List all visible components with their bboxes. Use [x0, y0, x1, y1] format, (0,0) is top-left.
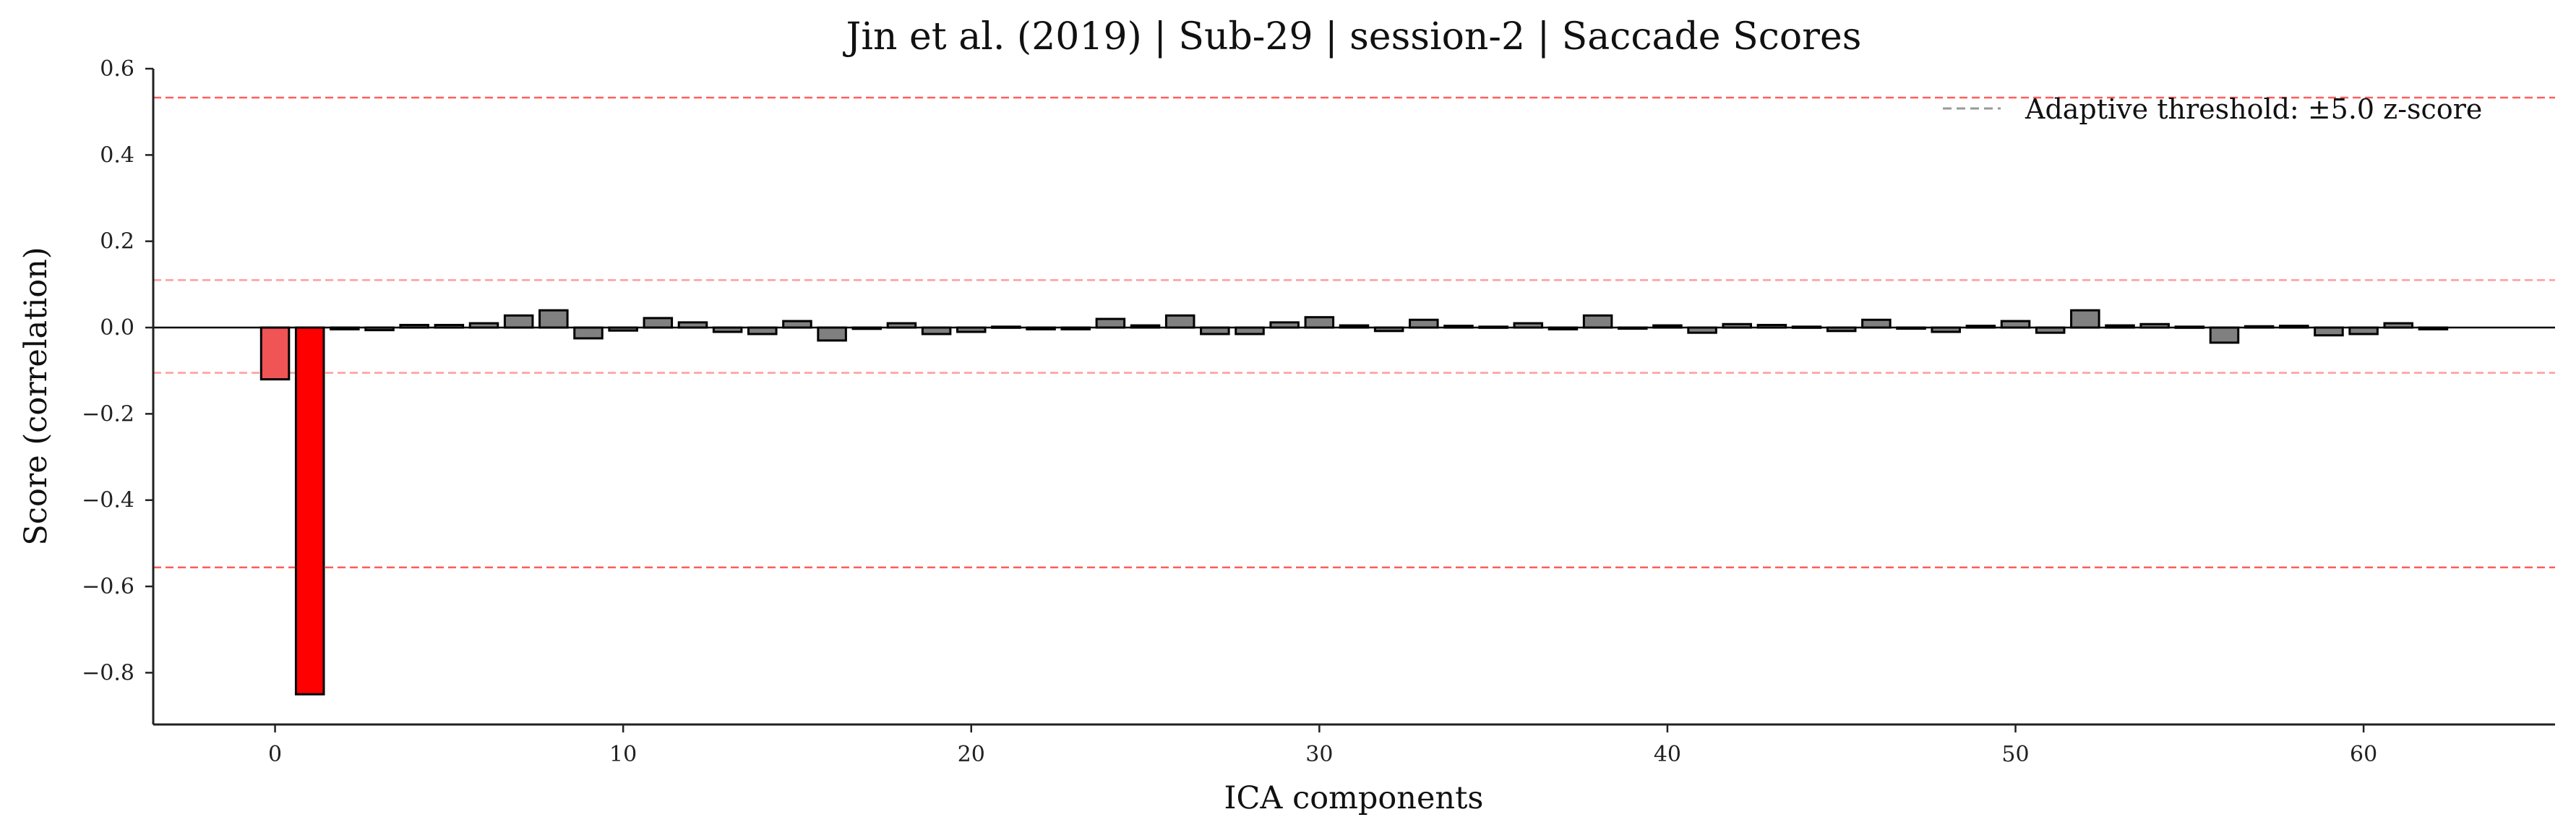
x-ticks: 0 10 20 30 40 50 60: [268, 724, 2377, 767]
bar-component-1: [294, 326, 325, 696]
bar-component-26: [1164, 314, 1195, 329]
bar-component-8: [538, 309, 569, 329]
x-tick-label-50: 50: [2001, 742, 2029, 767]
y-tick-label-4: 0.0: [100, 315, 134, 341]
bar-component-11: [643, 317, 674, 329]
bar-component-46: [1861, 318, 1892, 329]
bar-component-30: [1304, 316, 1335, 329]
bar-component-28: [1235, 326, 1265, 335]
bar-component-7: [503, 314, 534, 329]
bar-component-33: [1409, 318, 1439, 329]
x-tick-label-0: 0: [268, 742, 282, 767]
bar-component-38: [1582, 314, 1613, 329]
y-tick-label-7: 0.6: [100, 56, 134, 82]
bar-component-0: [259, 326, 291, 381]
legend-label: Adaptive threshold: ±5.0 z-score: [2025, 93, 2482, 125]
x-tick-label-10: 10: [609, 742, 637, 767]
y-tick-label-3: −0.2: [82, 401, 134, 427]
x-tick-label-30: 30: [1305, 742, 1333, 767]
y-tick-label-1: −0.6: [82, 574, 134, 599]
y-tick-label-5: 0.2: [100, 229, 134, 255]
x-axis-title: ICA components: [1224, 780, 1484, 816]
axes: [152, 69, 2555, 726]
y-tick-label-2: −0.4: [82, 488, 134, 513]
y-axis-title: Score (correlation): [18, 247, 54, 545]
bar-component-24: [1095, 317, 1126, 329]
threshold-lines: [153, 96, 2555, 569]
chart-title: Jin et al. (2019) | Sub-29 | session-2 |…: [843, 15, 1862, 59]
bars: [259, 309, 2449, 696]
bar-component-50: [2000, 320, 2031, 329]
bar-component-60: [2348, 326, 2379, 335]
x-tick-label-40: 40: [1654, 742, 1681, 767]
bar-component-52: [2070, 309, 2100, 329]
bar-component-19: [921, 326, 952, 335]
bar-component-59: [2314, 326, 2344, 337]
bar-component-14: [747, 326, 778, 335]
x-tick-label-60: 60: [2350, 742, 2377, 767]
legend: Adaptive threshold: ±5.0 z-score: [1943, 93, 2482, 125]
bar-component-15: [782, 320, 812, 329]
y-tick-label-0: −0.8: [82, 660, 134, 685]
y-tick-label-6: 0.4: [100, 142, 134, 168]
x-tick-label-20: 20: [958, 742, 985, 767]
bar-component-27: [1200, 326, 1230, 335]
bar-component-56: [2209, 326, 2240, 344]
y-ticks: −0.8 −0.6 −0.4 −0.2 0.0 0.2 0.4 0.6: [82, 56, 153, 685]
bar-component-16: [817, 326, 847, 342]
bar-component-9: [573, 326, 604, 340]
